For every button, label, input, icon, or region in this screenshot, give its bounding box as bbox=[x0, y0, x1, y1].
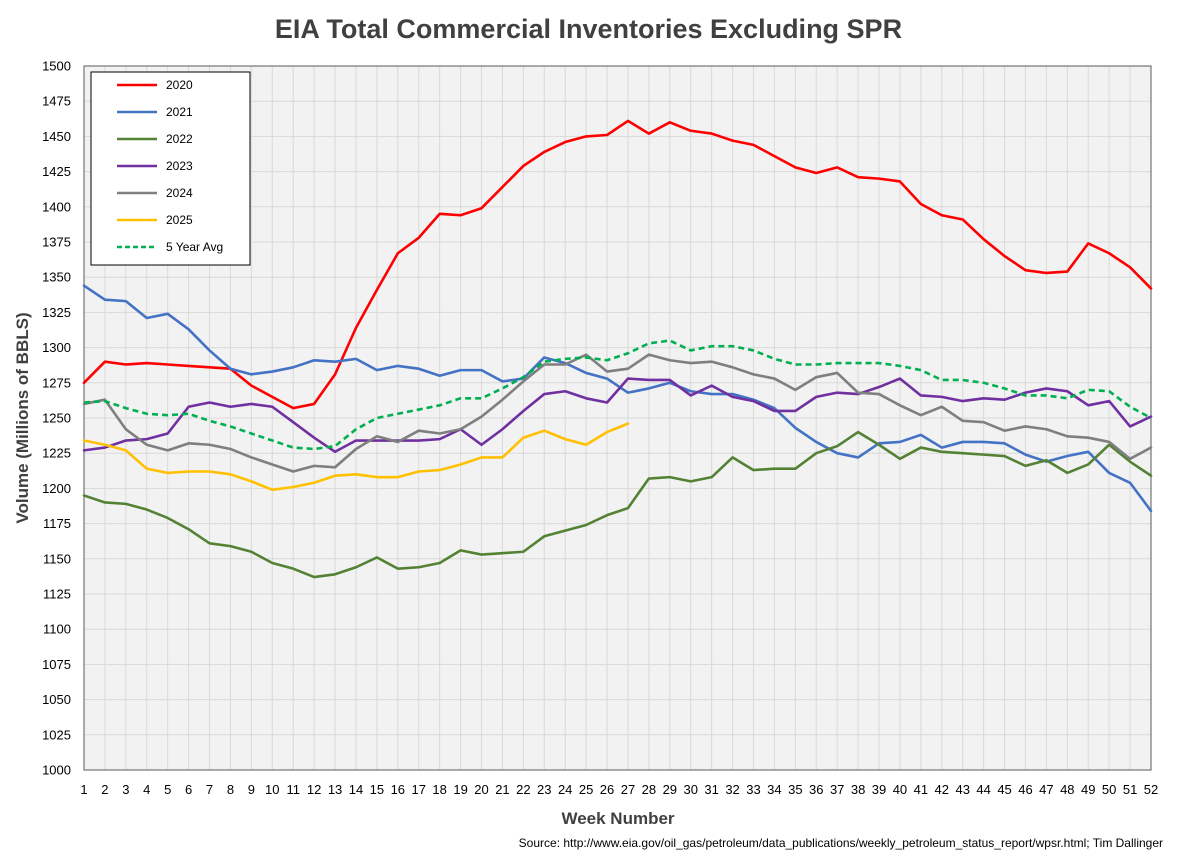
x-tick-label: 42 bbox=[935, 782, 949, 797]
x-tick-label: 46 bbox=[1018, 782, 1032, 797]
x-axis-title: Week Number bbox=[561, 809, 674, 828]
x-tick-label: 14 bbox=[349, 782, 363, 797]
x-tick-label: 13 bbox=[328, 782, 342, 797]
y-tick-labels: 1000 1025 1050 1075 1100 1125 1150 1175 1200 1225… bbox=[42, 59, 71, 778]
x-tick-label: 15 bbox=[370, 782, 384, 797]
y-tick-label: 1300 bbox=[42, 340, 71, 355]
y-tick-label: 1175 bbox=[43, 516, 71, 531]
y-tick-label: 1500 bbox=[42, 59, 71, 74]
x-tick-label: 8 bbox=[227, 782, 234, 797]
series-line-2024 bbox=[82, 353, 1153, 473]
y-tick-label: 1325 bbox=[42, 305, 71, 320]
legend-label: 2021 bbox=[166, 105, 193, 119]
x-tick-label: 23 bbox=[537, 782, 551, 797]
x-tick-label: 48 bbox=[1060, 782, 1074, 797]
x-tick-label: 37 bbox=[830, 782, 844, 797]
x-tick-label: 32 bbox=[725, 782, 739, 797]
y-tick-label: 1275 bbox=[42, 375, 71, 390]
series-lines bbox=[82, 119, 1153, 579]
y-tick-label: 1425 bbox=[42, 164, 71, 179]
y-tick-label: 1150 bbox=[43, 551, 71, 566]
y-tick-label: 1400 bbox=[42, 199, 71, 214]
y-axis-title: Volume (Millions of BBLS) bbox=[13, 312, 32, 523]
x-tick-label: 34 bbox=[767, 782, 781, 797]
x-tick-label: 29 bbox=[663, 782, 677, 797]
series-line-2020 bbox=[82, 119, 1153, 410]
y-tick-label: 1050 bbox=[42, 692, 71, 707]
legend-label: 2025 bbox=[166, 213, 193, 227]
x-tick-label: 20 bbox=[474, 782, 488, 797]
x-tick-label: 22 bbox=[516, 782, 530, 797]
x-tick-labels: 1 2 3 4 5 6 7 8 9 10 11 12 13 14 15 16 17 18 19 20 21 22 23 24 2… bbox=[80, 782, 1158, 797]
x-tick-label: 51 bbox=[1123, 782, 1137, 797]
x-tick-label: 4 bbox=[143, 782, 150, 797]
x-tick-label: 17 bbox=[412, 782, 426, 797]
x-tick-label: 21 bbox=[495, 782, 509, 797]
x-tick-label: 40 bbox=[893, 782, 907, 797]
legend: 2020 2021 2022 2023 2024 2025 5 Year Avg bbox=[90, 71, 251, 266]
x-tick-label: 18 bbox=[432, 782, 446, 797]
series-line-5-year-avg bbox=[83, 339, 1152, 451]
y-tick-label: 1200 bbox=[42, 481, 71, 496]
y-tick-label: 1025 bbox=[42, 727, 71, 742]
x-tick-label: 11 bbox=[286, 782, 300, 797]
x-tick-label: 35 bbox=[788, 782, 802, 797]
y-tick-label: 1100 bbox=[43, 622, 71, 637]
source-note: Source: http://www.eia.gov/oil_gas/petro… bbox=[518, 836, 1163, 850]
legend-label: 2020 bbox=[166, 78, 193, 92]
x-tick-label: 7 bbox=[206, 782, 213, 797]
x-tick-label: 39 bbox=[872, 782, 886, 797]
x-tick-label: 2 bbox=[101, 782, 108, 797]
chart-title: EIA Total Commercial Inventories Excludi… bbox=[274, 14, 903, 44]
x-tick-label: 12 bbox=[307, 782, 321, 797]
x-tick-label: 25 bbox=[579, 782, 593, 797]
x-tick-label: 28 bbox=[642, 782, 656, 797]
x-tick-label: 49 bbox=[1081, 782, 1095, 797]
x-tick-label: 24 bbox=[558, 782, 572, 797]
x-tick-label: 36 bbox=[809, 782, 823, 797]
x-tick-label: 3 bbox=[122, 782, 129, 797]
y-tick-label: 1375 bbox=[42, 235, 71, 250]
x-tick-label: 10 bbox=[265, 782, 279, 797]
y-tick-label: 1250 bbox=[42, 411, 71, 426]
x-tick-label: 43 bbox=[955, 782, 969, 797]
x-tick-label: 16 bbox=[391, 782, 405, 797]
legend-label: 5 Year Avg bbox=[166, 240, 223, 254]
series-line-2025 bbox=[82, 422, 630, 492]
x-tick-label: 44 bbox=[976, 782, 990, 797]
legend-label: 2024 bbox=[166, 186, 193, 200]
x-tick-label: 27 bbox=[621, 782, 635, 797]
x-tick-label: 19 bbox=[453, 782, 467, 797]
series-line-2022 bbox=[82, 430, 1153, 579]
legend-box bbox=[90, 71, 251, 266]
x-tick-label: 31 bbox=[704, 782, 718, 797]
x-tick-label: 33 bbox=[746, 782, 760, 797]
y-tick-label: 1475 bbox=[42, 94, 71, 109]
x-tick-label: 5 bbox=[164, 782, 171, 797]
x-tick-label: 1 bbox=[80, 782, 87, 797]
x-tick-label: 9 bbox=[248, 782, 255, 797]
x-tick-label: 52 bbox=[1144, 782, 1158, 797]
x-tick-label: 45 bbox=[997, 782, 1011, 797]
series-line-2023 bbox=[82, 377, 1153, 454]
x-tick-label: 38 bbox=[851, 782, 865, 797]
series-line-2021 bbox=[82, 284, 1153, 513]
x-tick-label: 41 bbox=[914, 782, 928, 797]
legend-label: 2022 bbox=[166, 132, 193, 146]
x-tick-label: 26 bbox=[600, 782, 614, 797]
y-tick-label: 1225 bbox=[42, 446, 71, 461]
y-tick-label: 1450 bbox=[42, 129, 71, 144]
x-tick-label: 47 bbox=[1039, 782, 1053, 797]
x-tick-label: 6 bbox=[185, 782, 192, 797]
y-tick-label: 1125 bbox=[43, 587, 71, 602]
y-tick-label: 1350 bbox=[42, 270, 71, 285]
x-tick-label: 50 bbox=[1102, 782, 1116, 797]
y-tick-label: 1075 bbox=[42, 657, 71, 672]
x-tick-label: 30 bbox=[683, 782, 697, 797]
y-tick-label: 1000 bbox=[42, 763, 71, 778]
legend-label: 2023 bbox=[166, 159, 193, 173]
